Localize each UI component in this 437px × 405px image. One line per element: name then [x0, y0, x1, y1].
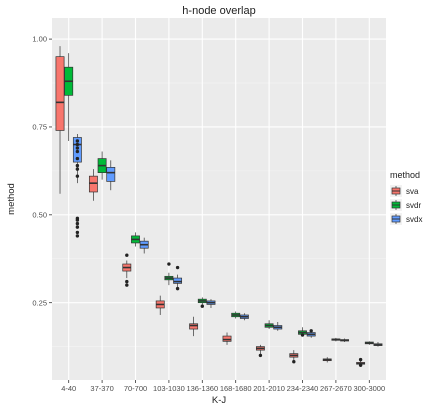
box-sva	[222, 332, 232, 345]
box-sva	[322, 357, 332, 363]
outlier-point	[258, 353, 263, 358]
box-svdr	[364, 341, 374, 345]
box-sva	[289, 350, 299, 364]
legend: method sva svdr svdx	[390, 170, 422, 225]
outlier-point	[75, 234, 80, 238]
x-axis: 4-40 37-370 70-700 103-1030 136-1360 168-1680…	[61, 380, 385, 393]
legend-entry-svdx: svdx	[390, 213, 422, 225]
legend-label: svdr	[406, 201, 421, 210]
box-series	[55, 46, 383, 367]
box-sva	[55, 46, 65, 194]
outlier-point	[125, 279, 129, 284]
legend-entry-sva: sva	[390, 185, 419, 197]
outlier-point	[200, 304, 204, 308]
outlier-point	[300, 333, 305, 337]
outlier-point	[75, 225, 80, 229]
outlier-point	[75, 142, 80, 147]
box-svdx	[206, 299, 216, 308]
outlier-point	[75, 221, 80, 226]
outlier-point	[358, 363, 363, 367]
box-svdr	[164, 262, 174, 286]
outlier-point	[75, 230, 80, 235]
box-iqr	[173, 277, 183, 284]
x-tick-label: 201-2010	[253, 384, 285, 393]
outlier-point	[75, 163, 80, 168]
outlier-point	[75, 139, 80, 143]
y-axis: 0.25 0.50 0.75 1.00	[32, 35, 52, 307]
box-iqr	[88, 175, 98, 193]
outlier-point	[125, 253, 129, 257]
x-axis-title: K-J	[212, 395, 227, 405]
legend-label: svdx	[406, 215, 422, 224]
y-tick-label: 0.50	[32, 210, 47, 219]
box-svdx	[173, 265, 183, 291]
box-svdx	[139, 237, 149, 254]
box-iqr	[222, 335, 232, 342]
box-svdx	[239, 313, 249, 321]
box-svdx	[273, 322, 283, 331]
box-svdr	[231, 311, 241, 319]
x-tick-label: 70-700	[124, 384, 147, 393]
box-svdr	[331, 337, 341, 342]
outlier-point	[75, 167, 80, 171]
y-tick-label: 0.25	[32, 298, 47, 307]
y-tick-label: 0.75	[32, 123, 47, 132]
outlier-point	[175, 286, 180, 291]
box-svdr	[131, 232, 140, 247]
outlier-point	[125, 283, 129, 287]
plot-panel	[52, 18, 386, 380]
y-tick-label: 1.00	[32, 35, 47, 44]
box-iqr	[189, 323, 199, 330]
box-svdr	[264, 320, 274, 330]
box-sva	[255, 344, 265, 358]
outlier-point	[167, 262, 171, 266]
chart-title: h-node overlap	[182, 5, 255, 17]
x-tick-label: 136-1360	[186, 384, 218, 393]
outlier-point	[175, 265, 180, 270]
outlier-point	[75, 216, 80, 221]
x-tick-label: 168-1680	[220, 384, 252, 393]
x-tick-label: 103-1030	[153, 384, 185, 393]
box-svdx	[373, 342, 383, 347]
x-tick-label: 4-40	[61, 384, 76, 393]
outlier-point	[75, 174, 80, 178]
box-svdx	[340, 338, 350, 343]
y-axis-title: method	[6, 183, 17, 215]
outlier-point	[75, 146, 80, 150]
box-svdx	[306, 329, 316, 338]
legend-entry-svdr: svdr	[390, 199, 421, 211]
box-iqr	[106, 167, 116, 182]
outlier-point	[75, 149, 80, 154]
x-tick-label: 37-370	[90, 384, 113, 393]
x-tick-label: 267-2670	[320, 384, 352, 393]
box-svdr	[197, 297, 207, 308]
legend-label: sva	[406, 187, 419, 196]
box-iqr	[72, 137, 82, 163]
box-sva	[155, 295, 165, 315]
box-sva	[189, 316, 199, 337]
outlier-point	[358, 357, 363, 362]
box-iqr	[55, 56, 65, 131]
grid-lines	[52, 18, 386, 380]
box-svdx	[106, 160, 116, 191]
legend-title: method	[390, 170, 420, 180]
box-svdr	[64, 53, 74, 142]
box-sva	[122, 253, 132, 287]
outlier-point	[75, 156, 80, 161]
box-svdr	[97, 151, 107, 180]
box-svdr	[298, 327, 307, 337]
box-sva	[88, 169, 98, 201]
outlier-point	[309, 329, 313, 333]
box-svdx	[72, 133, 82, 238]
box-sva	[356, 357, 366, 367]
x-tick-label: 300-3000	[353, 384, 385, 393]
outlier-point	[292, 360, 296, 364]
x-tick-label: 234-2340	[287, 384, 319, 393]
